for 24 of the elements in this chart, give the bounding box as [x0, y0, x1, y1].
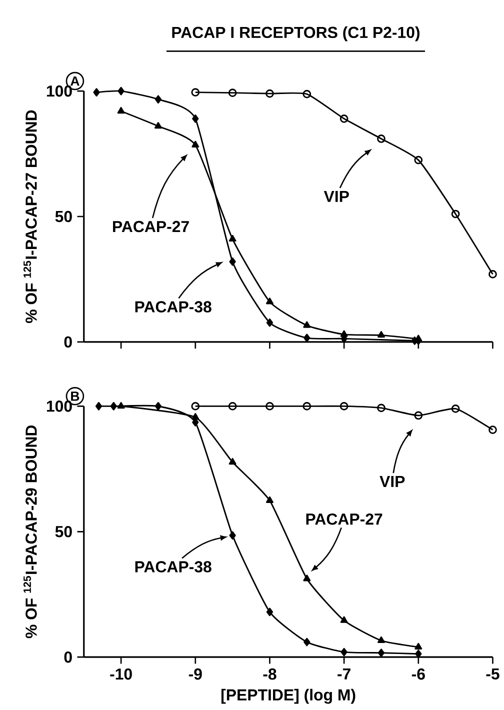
y-tick-label: 0 — [64, 651, 72, 663]
chart-title: PACAP I RECEPTORS (C1 P2-10) — [172, 26, 420, 42]
x-tick-label: -10 — [110, 668, 132, 680]
x-axis-title: [PEPTIDE] (log M) — [221, 688, 356, 704]
text: A — [70, 76, 80, 86]
y-tick-label: 50 — [55, 526, 72, 538]
x-tick-label: -8 — [263, 668, 276, 680]
y-tick-label: 100 — [46, 85, 72, 97]
series-label: PACAP-27 — [306, 513, 382, 525]
legend-label: PACAP-38 — [135, 301, 212, 312]
x-tick-label: -9 — [188, 668, 202, 680]
x-tick-label: -6 — [412, 668, 425, 680]
y-tick-label: 100 — [46, 400, 72, 412]
y-axis-title: % OF $^{125}$I-PACAP-27 BOUND — [23, 110, 37, 323]
x-tick-label: -5 — [486, 668, 500, 680]
legend-label: VIP — [324, 190, 349, 202]
text: B — [70, 392, 80, 401]
legend-label: PACAP-38 — [135, 561, 212, 572]
y-tick-label: 50 — [55, 210, 72, 222]
text: PACAP-27 — [112, 220, 189, 232]
y-axis-title: % OF $^{125}$I-PACAP-29 BOUND — [23, 425, 37, 638]
y-tick-label: 0 — [64, 336, 72, 348]
text: VIP — [380, 476, 405, 487]
x-tick-label: -7 — [337, 668, 350, 680]
